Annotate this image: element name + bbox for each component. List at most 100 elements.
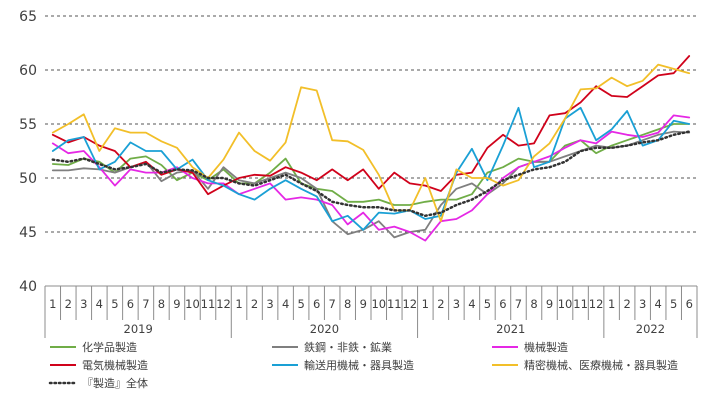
data-point-overall <box>52 159 54 161</box>
data-point-transport <box>424 218 426 220</box>
data-point-elec <box>533 143 535 145</box>
data-point-steel <box>67 170 69 172</box>
x-tick-label: 1 <box>49 297 56 311</box>
data-point-transport <box>347 215 349 217</box>
data-point-machine <box>456 218 458 220</box>
x-tick-label: 4 <box>468 297 475 311</box>
data-point-transport <box>393 213 395 215</box>
data-point-machine <box>673 115 675 117</box>
data-point-chem <box>269 172 271 174</box>
data-point-precision <box>642 80 644 82</box>
data-point-elec <box>269 175 271 177</box>
x-tick-label: 10 <box>558 297 573 311</box>
data-point-precision <box>533 156 535 158</box>
x-tick-label: 7 <box>329 297 336 311</box>
data-point-chem <box>347 201 349 203</box>
data-point-precision <box>502 185 504 187</box>
data-point-steel <box>378 220 380 222</box>
data-point-overall <box>300 183 302 185</box>
data-point-machine <box>223 183 225 185</box>
data-point-overall <box>471 199 473 201</box>
data-point-machine <box>285 199 287 201</box>
data-point-overall <box>424 215 426 217</box>
data-point-chem <box>502 166 504 168</box>
data-point-precision <box>378 174 380 176</box>
data-point-precision <box>456 169 458 171</box>
data-point-transport <box>642 145 644 147</box>
y-tick-label: 65 <box>19 9 37 25</box>
data-point-overall <box>316 190 318 192</box>
data-point-steel <box>254 183 256 185</box>
year-label: 2021 <box>496 322 525 336</box>
data-point-overall <box>409 210 411 212</box>
data-point-elec <box>316 179 318 181</box>
x-tick-label: 6 <box>127 297 134 311</box>
data-point-machine <box>518 166 520 168</box>
data-point-overall <box>207 177 209 179</box>
data-point-chem <box>440 199 442 201</box>
data-point-precision <box>626 85 628 87</box>
series-line-overall <box>51 130 691 218</box>
year-label: 2022 <box>636 322 665 336</box>
data-point-steel <box>502 183 504 185</box>
data-point-elec <box>67 142 69 144</box>
data-point-chem <box>98 161 100 163</box>
data-point-machine <box>130 169 132 171</box>
data-point-machine <box>626 134 628 136</box>
data-point-precision <box>316 90 318 92</box>
data-point-machine <box>269 183 271 185</box>
data-point-steel <box>673 131 675 133</box>
data-point-transport <box>518 107 520 109</box>
data-point-overall <box>580 150 582 152</box>
data-point-overall <box>145 163 147 165</box>
data-point-steel <box>285 172 287 174</box>
data-point-overall <box>533 169 535 171</box>
data-point-transport <box>362 229 364 231</box>
x-tick-label: 12 <box>216 297 231 311</box>
data-point-machine <box>657 132 659 134</box>
data-point-transport <box>98 169 100 171</box>
series-line-precision <box>51 63 691 223</box>
data-point-transport <box>269 188 271 190</box>
x-tick-label: 8 <box>158 297 165 311</box>
data-point-overall <box>176 169 178 171</box>
legend-label-chem: 化学品製造 <box>82 340 137 354</box>
data-point-chem <box>456 199 458 201</box>
data-point-chem <box>595 152 597 154</box>
x-tick-label: 2 <box>623 297 630 311</box>
data-point-chem <box>518 158 520 160</box>
data-point-steel <box>424 229 426 231</box>
data-point-elec <box>347 179 349 181</box>
y-tick-label: 45 <box>19 225 37 241</box>
data-point-elec <box>254 174 256 176</box>
data-point-precision <box>347 140 349 142</box>
data-point-chem <box>642 134 644 136</box>
legend-label-transport: 輸送用機械・器具製造 <box>304 358 414 372</box>
x-tick-label: 11 <box>573 297 588 311</box>
data-point-precision <box>269 160 271 162</box>
data-point-overall <box>564 161 566 163</box>
data-point-precision <box>300 86 302 88</box>
data-point-overall <box>626 145 628 147</box>
data-point-machine <box>393 226 395 228</box>
data-point-steel <box>238 179 240 181</box>
data-point-steel <box>223 166 225 168</box>
data-point-steel <box>347 233 349 235</box>
data-point-transport <box>502 145 504 147</box>
x-tick-label: 5 <box>111 297 118 311</box>
data-point-transport <box>300 188 302 190</box>
data-point-precision <box>424 177 426 179</box>
data-point-chem <box>471 193 473 195</box>
data-point-transport <box>207 179 209 181</box>
data-point-elec <box>331 169 333 171</box>
data-point-chem <box>161 164 163 166</box>
data-point-chem <box>424 201 426 203</box>
data-point-steel <box>595 145 597 147</box>
data-point-precision <box>145 132 147 134</box>
data-point-elec <box>161 174 163 176</box>
data-point-transport <box>611 129 613 131</box>
data-point-precision <box>83 113 85 115</box>
data-point-elec <box>502 134 504 136</box>
x-tick-label: 2 <box>437 297 444 311</box>
